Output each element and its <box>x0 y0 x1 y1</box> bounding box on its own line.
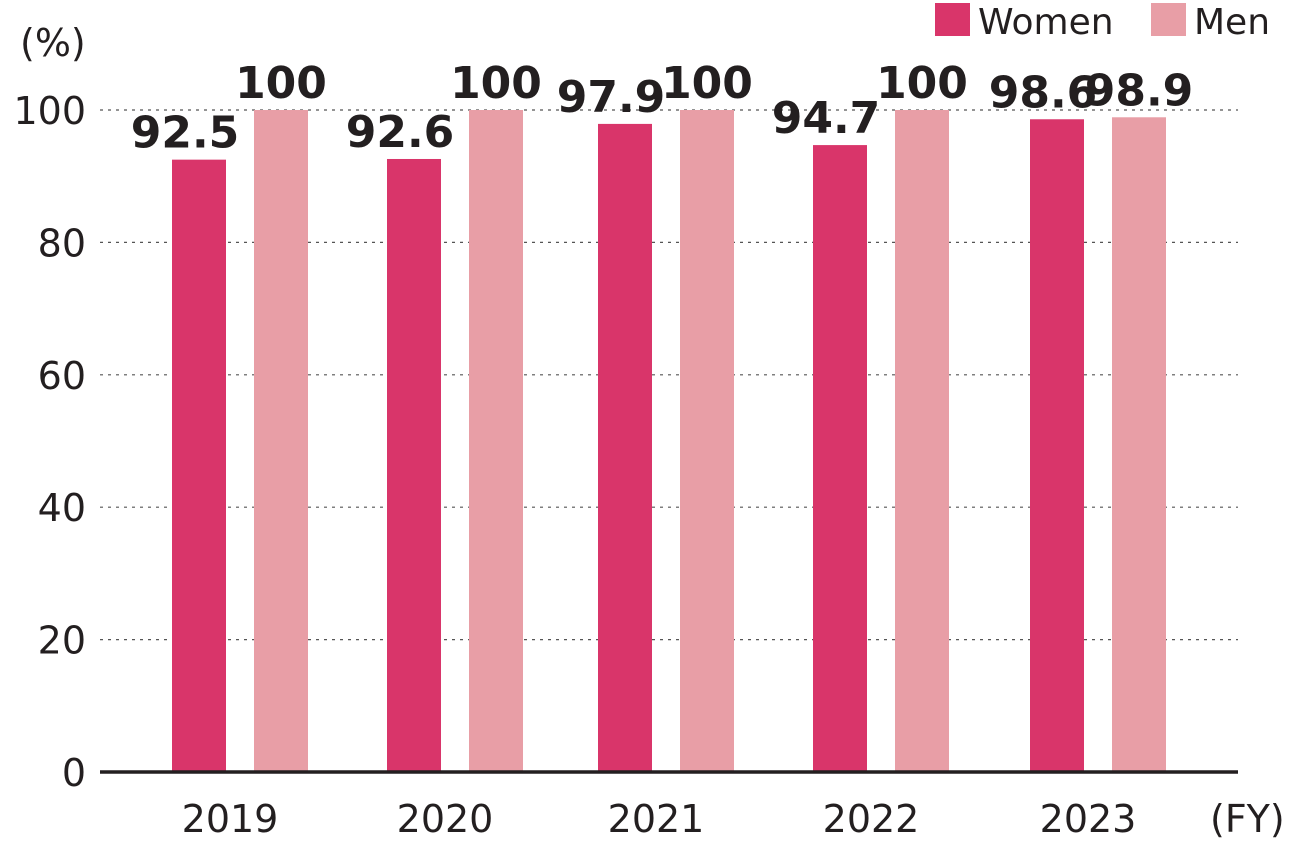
x-category-labels: 2019 2020 2021 2022 2023 <box>182 797 1137 841</box>
x-category-label: 2023 <box>1040 797 1137 841</box>
value-label-men-2020: 100 <box>450 58 542 109</box>
y-tick-label: 60 <box>38 354 86 398</box>
x-category-label: 2020 <box>397 797 494 841</box>
y-unit-label: (%) <box>20 21 86 65</box>
gridlines <box>100 109 1238 641</box>
bar-women-2022 <box>813 145 867 772</box>
value-label-women-2020: 92.6 <box>346 107 455 158</box>
bar-women-2019 <box>172 159 226 772</box>
bar-men-2023 <box>1112 117 1166 773</box>
y-tick-label: 100 <box>13 89 86 133</box>
bar-men-2019 <box>254 110 308 772</box>
legend: Women Men <box>935 2 1270 43</box>
value-label-men-2022: 100 <box>876 58 968 109</box>
bar-women-2020 <box>387 158 441 772</box>
y-tick-label: 0 <box>62 751 86 795</box>
value-label-women-2019: 92.5 <box>131 108 240 159</box>
x-category-label: 2021 <box>608 797 705 841</box>
value-label-men-2019: 100 <box>235 58 327 109</box>
bar-men-2022 <box>895 110 949 772</box>
legend-label-men: Men <box>1194 2 1270 43</box>
y-tick-label: 40 <box>38 486 86 530</box>
y-tick-label: 80 <box>38 221 86 265</box>
y-tick-labels: 0 20 40 60 80 100 <box>13 89 86 795</box>
x-category-label: 2019 <box>182 797 279 841</box>
bar-women-2021 <box>598 123 652 773</box>
bars <box>172 110 1166 773</box>
legend-swatch-women <box>935 3 970 36</box>
legend-swatch-men <box>1151 3 1186 36</box>
bar-women-2023 <box>1030 119 1084 772</box>
bar-men-2020 <box>469 110 523 772</box>
x-unit-label: (FY) <box>1210 797 1285 841</box>
value-label-men-2023: 98.9 <box>1085 65 1194 116</box>
value-label-women-2023: 98.6 <box>989 67 1098 118</box>
value-label-women-2022: 94.7 <box>772 93 881 144</box>
x-category-label: 2022 <box>823 797 920 841</box>
value-label-men-2021: 100 <box>661 58 753 109</box>
bar-men-2021 <box>680 110 734 772</box>
legend-label-women: Women <box>978 2 1114 43</box>
y-tick-label: 20 <box>38 619 86 663</box>
value-label-women-2021: 97.9 <box>557 72 666 123</box>
